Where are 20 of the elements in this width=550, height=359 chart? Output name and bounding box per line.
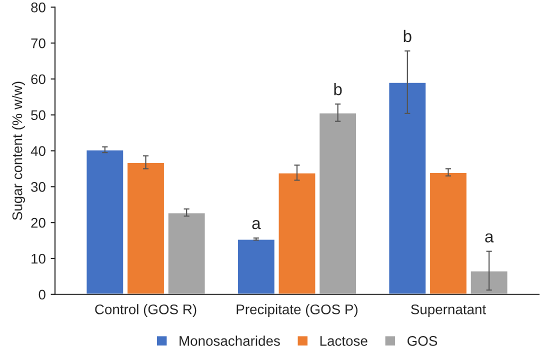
x-tick-label: Supernatant [411, 304, 486, 318]
y-tick-label: 40 [30, 146, 46, 156]
y-tick-label: 50 [31, 110, 46, 120]
x-tick-label: Precipitate (GOS P) [236, 304, 358, 318]
y-tick-label: 60 [31, 74, 46, 84]
data-label: a [485, 233, 494, 242]
legend-label: GOS [408, 336, 438, 346]
y-tick-label: 10 [32, 254, 46, 264]
y-tick-label: 20 [31, 218, 46, 228]
data-label: b [334, 83, 342, 96]
legend-label: Monosacharides [180, 336, 280, 346]
data-label: a [252, 220, 261, 230]
y-tick-label: 30 [31, 182, 46, 192]
y-tick-label: 70 [31, 38, 46, 48]
y-axis-title: Sugar content (% w/w) [12, 82, 25, 220]
data-label: b [404, 30, 412, 42]
y-tick-label: 80 [31, 2, 46, 12]
y-tick-label: 0 [38, 290, 46, 300]
x-tick-label: Control (GOS R) [95, 304, 196, 318]
legend-label: Lactose [320, 336, 368, 346]
